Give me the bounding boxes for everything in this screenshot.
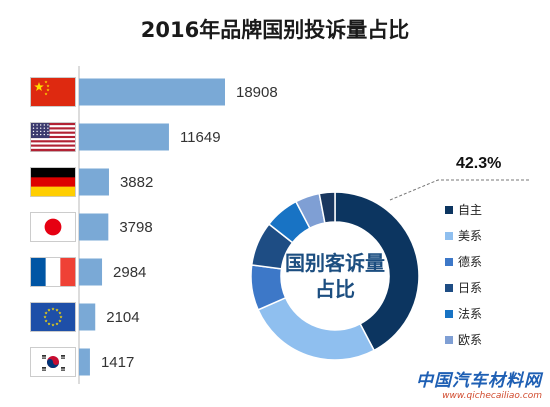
legend-item: 日系	[445, 281, 482, 295]
flag-korea-icon	[30, 347, 76, 377]
bar-value-label: 11649	[180, 129, 221, 146]
bar-japan	[79, 213, 109, 241]
legend-label: 德系	[458, 254, 482, 269]
bar-value-label: 1417	[101, 354, 134, 371]
flag-usa-icon	[30, 122, 76, 152]
bar-china	[79, 78, 225, 106]
bar-value-label: 3798	[119, 219, 152, 236]
flag-japan-icon	[30, 212, 76, 242]
legend-label: 自主	[458, 203, 482, 217]
legend-swatch	[445, 258, 453, 266]
legend-swatch	[445, 206, 453, 214]
legend-item: 法系	[445, 307, 482, 321]
bar-value-label: 2984	[113, 264, 146, 281]
chart-title: 2016年品牌国别投诉量占比	[140, 18, 410, 42]
legend-label: 日系	[458, 281, 482, 295]
legend-label: 欧系	[458, 333, 482, 347]
donut-slice-1	[334, 191, 420, 352]
bars-layer: 18908 11649 3882 3798 2984 2104 1417	[79, 78, 278, 376]
legend-label: 法系	[458, 307, 482, 321]
legend-swatch	[445, 310, 453, 318]
watermark-url-text: www.qichecailiao.com	[442, 391, 542, 401]
bar-eu	[79, 303, 96, 331]
callout-percent-label: 42.3%	[456, 155, 501, 172]
bar-usa	[79, 123, 169, 151]
flags-layer	[30, 77, 76, 377]
bar-value-label: 18908	[236, 84, 278, 101]
callout: 42.3%	[389, 155, 530, 201]
bar-germany	[79, 168, 109, 196]
watermark-main-text: 中国汽车材料网	[416, 371, 542, 391]
flag-germany-icon	[30, 167, 76, 197]
donut-center-label: 国别客诉量	[285, 251, 385, 275]
legend-swatch	[445, 232, 453, 240]
legend-item: 自主	[445, 203, 482, 217]
callout-leader-line	[389, 179, 530, 201]
legend-swatch	[445, 336, 453, 344]
bar-value-label: 2104	[106, 309, 139, 326]
legend-label: 美系	[458, 229, 482, 243]
donut-center-label: 占比	[315, 277, 355, 301]
legend-item: 美系	[445, 229, 482, 243]
donut-slice-2	[257, 296, 376, 361]
flag-china-icon	[30, 77, 76, 107]
bar-value-label: 3882	[120, 174, 153, 191]
legend-item: 欧系	[445, 333, 482, 347]
flag-france-icon	[30, 257, 76, 287]
donut-slice-7	[318, 191, 336, 224]
legend-swatch	[445, 284, 453, 292]
bar-france	[79, 258, 103, 286]
bar-south-korea	[79, 348, 90, 376]
legend-item: 德系	[445, 254, 482, 269]
flag-eu-icon	[30, 302, 76, 332]
watermark: 中国汽车材料网 www.qichecailiao.com	[416, 366, 542, 401]
